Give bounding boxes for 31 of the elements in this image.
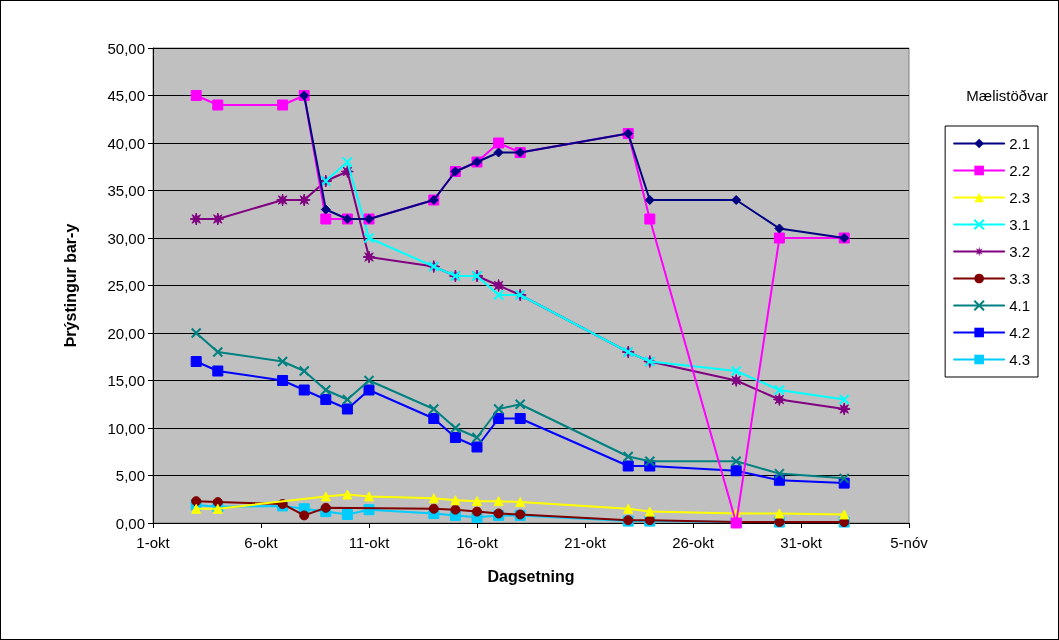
y-tick-label: 15,00 [107,372,145,389]
x-tick-label: 31-okt [780,534,823,551]
legend-label: 4.1 [1009,297,1031,314]
y-tick-label: 40,00 [107,134,145,152]
y-tick-label: 45,00 [107,87,145,104]
x-tick-label: 5-nóv [890,534,929,551]
y-tick-label: 20,00 [107,324,145,342]
legend-title: Mælistöðvar [966,87,1048,104]
y-axis-title: Þrýstingur bar-y [61,223,79,348]
y-tick-label: 35,00 [107,182,145,199]
legend-label: 3.3 [1009,270,1031,287]
legend-label: 3.1 [1009,216,1031,233]
y-tick-label: 50,00 [107,39,145,57]
legend-label: 2.2 [1009,162,1031,179]
x-tick-label: 16-okt [456,534,499,551]
legend-label: 3.2 [1009,243,1031,260]
y-tick-label: 25,00 [107,277,145,294]
y-tick-label: 10,00 [107,419,145,437]
legend-label: 4.3 [1009,351,1031,368]
x-tick-label: 21-okt [564,534,607,551]
legend-label: 4.2 [1009,324,1031,341]
x-tick-label: 6-okt [244,534,279,551]
x-tick-label: 1-okt [136,534,171,551]
x-tick-label: 11-okt [348,534,391,551]
y-tick-label: 0,00 [115,514,145,532]
y-tick-label: 5,00 [115,467,145,484]
legend-label: 2.3 [1009,189,1031,206]
legend-label: 2.1 [1009,135,1031,152]
x-tick-label: 26-okt [672,534,715,551]
x-axis-title: Dagsetning [487,567,575,585]
y-tick-label: 30,00 [107,229,145,247]
